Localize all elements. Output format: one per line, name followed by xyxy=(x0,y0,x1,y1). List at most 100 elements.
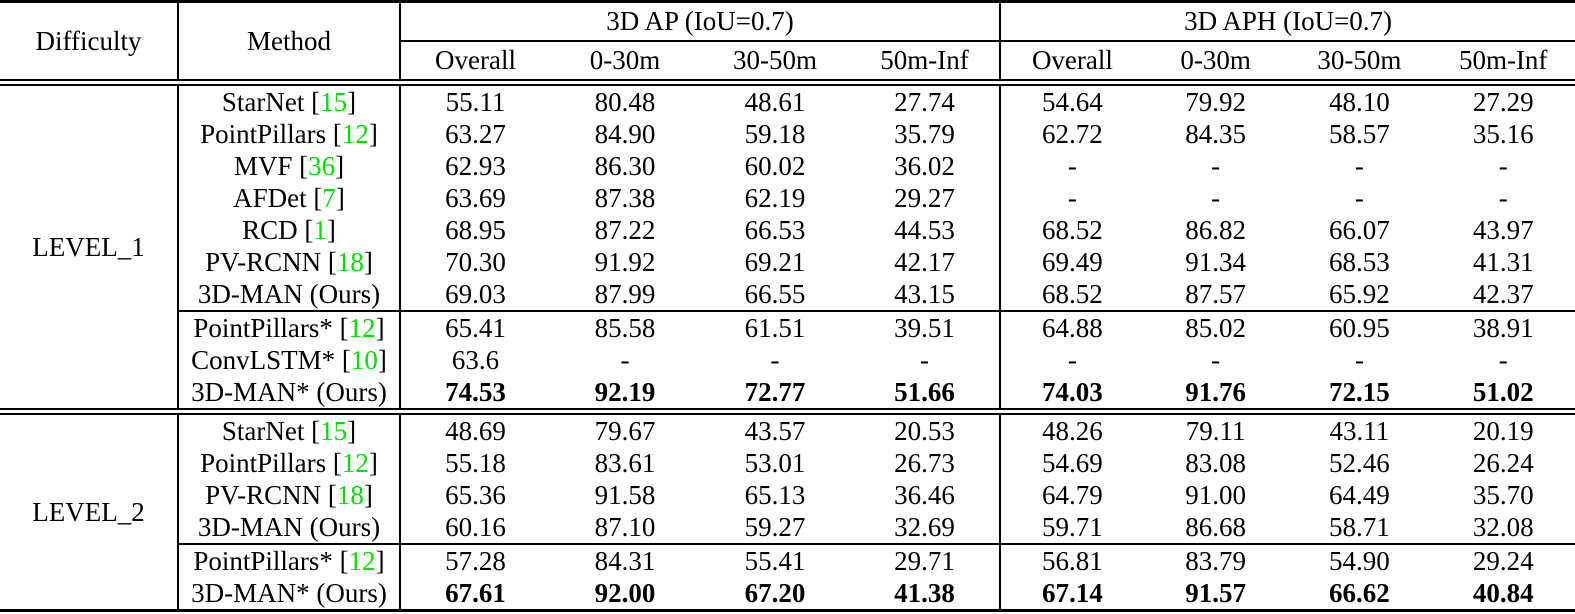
method-name: AFDet xyxy=(233,182,307,213)
method-cell: PointPillars [12] xyxy=(178,447,401,479)
citation-ref: 15 xyxy=(320,415,348,446)
method-cell: 3D-MAN (Ours) xyxy=(178,511,401,544)
table-row: 3D-MAN* (Ours) 74.53 92.19 72.77 51.66 74.03 9… xyxy=(0,376,1575,415)
ap-value-cell: 43.57 xyxy=(744,415,806,446)
method-cell: 3D-MAN* (Ours) xyxy=(178,376,401,415)
aph-value-cell: - xyxy=(1498,344,1508,375)
aph-value-cell: 91.34 xyxy=(1185,246,1247,277)
ap-value-cell: 39.51 xyxy=(850,310,1002,344)
ap-value-cell: - xyxy=(620,344,630,375)
table-row: RCD [1] 68.95 87.22 66.53 44.53 68.52 86.82 66.… xyxy=(0,214,1575,246)
method-cell: StarNet [15] xyxy=(178,411,401,447)
ap-value-cell: 91.58 xyxy=(594,479,656,510)
aph-value-cell: 79.11 xyxy=(1185,415,1246,446)
method-name: 3D-MAN* xyxy=(191,577,310,608)
ap-value-cell: 62.19 xyxy=(744,182,806,213)
ap-value-cell: 63.69 xyxy=(445,182,506,213)
ap-value-cell: 55.11 xyxy=(445,86,506,117)
citation-ref: 12 xyxy=(348,545,376,576)
aph-value-cell: - xyxy=(1354,150,1364,181)
ap-value-cell: 35.79 xyxy=(850,118,1002,150)
ap-value-cell: 92.00 xyxy=(594,577,656,608)
aph-50m-inf-header: 50m-Inf xyxy=(1431,41,1575,86)
ap-value-cell: 51.66 xyxy=(850,376,1002,415)
difficulty-cell: LEVEL_2 xyxy=(0,411,179,611)
aph-value-cell: 68.52 xyxy=(1042,214,1103,245)
ap-value-cell: 65.41 xyxy=(400,310,550,344)
aph-value-cell: 72.15 xyxy=(1287,376,1432,415)
aph-value-cell: 68.52 xyxy=(1042,278,1103,309)
ap-value-cell: 91.92 xyxy=(594,246,656,277)
table-header: Difficulty Method 3D AP (IoU=0.7) 3D APH… xyxy=(0,1,1575,86)
table-row: AFDet [7] 63.69 87.38 62.19 29.27 - - - - xyxy=(0,182,1575,214)
aph-value-cell: 40.84 xyxy=(1472,577,1534,608)
method-name: 3D-MAN xyxy=(197,278,303,309)
aph-value-cell: 58.71 xyxy=(1329,511,1390,542)
aph-0-30m-header: 0-30m xyxy=(1143,41,1288,86)
method-cell: AFDet [7] xyxy=(178,182,401,214)
ap-value-cell: 29.71 xyxy=(850,543,1002,577)
aph-value-cell: 60.95 xyxy=(1287,310,1432,344)
ap-value-cell: 63.27 xyxy=(445,118,506,149)
method-name: 3D-MAN* xyxy=(191,376,310,407)
ap-value-cell: 80.48 xyxy=(594,86,656,117)
ap-value-cell: 60.02 xyxy=(744,150,806,181)
ap-value-cell: 83.61 xyxy=(594,447,656,478)
ap-value-cell: 59.18 xyxy=(744,118,806,149)
method-name: RCD xyxy=(242,214,298,245)
aph-value-cell: 69.49 xyxy=(1042,246,1103,277)
table-row: 3D-MAN* (Ours) 67.61 92.00 67.20 41.38 67.14 9… xyxy=(0,577,1575,611)
table-row: PointPillars [12] 55.18 83.61 53.01 26.73 54.… xyxy=(0,447,1575,479)
ap-0-30m-header: 0-30m xyxy=(550,41,700,86)
aph-value-cell: 20.19 xyxy=(1472,415,1534,446)
citation-ref: 18 xyxy=(336,479,364,510)
method-name: PV-RCNN xyxy=(205,246,322,277)
aph-value-cell: 51.02 xyxy=(1431,376,1575,415)
citation-ref: 15 xyxy=(320,86,348,117)
aph-value-cell: 62.72 xyxy=(1042,118,1103,149)
aph-value-cell: 64.49 xyxy=(1329,479,1390,510)
ap-value-cell: - xyxy=(850,344,1002,376)
table-row: PointPillars* [12] 65.41 85.58 61.51 39.51 64… xyxy=(0,310,1575,344)
citation-ref: 12 xyxy=(341,447,369,478)
ap-value-cell: 92.19 xyxy=(550,376,700,415)
aph-value-cell: 56.81 xyxy=(1000,543,1144,577)
method-column-header: Method xyxy=(178,1,401,86)
aph-value-cell: 66.62 xyxy=(1329,577,1390,608)
aph-value-cell: 85.02 xyxy=(1143,310,1288,344)
ap-value-cell: 36.46 xyxy=(850,479,1002,511)
method-name: PointPillars xyxy=(200,118,327,149)
ap-value-cell: 70.30 xyxy=(445,246,506,277)
table-row: PointPillars* [12] 57.28 84.31 55.41 29.71 56… xyxy=(0,543,1575,577)
citation-ref: 7 xyxy=(322,182,336,213)
aph-value-cell: 35.16 xyxy=(1472,118,1534,149)
method-cell: StarNet [15] xyxy=(178,82,401,118)
aph-value-cell: 91.00 xyxy=(1185,479,1247,510)
ap-value-cell: 72.77 xyxy=(700,376,850,415)
aph-value-cell: 91.76 xyxy=(1143,376,1288,415)
table-row: PV-RCNN [18] 65.36 91.58 65.13 36.46 64.79 91.… xyxy=(0,479,1575,511)
ap-value-cell: 86.30 xyxy=(594,150,656,181)
ap-value-cell: 36.02 xyxy=(850,150,1002,182)
table-body: LEVEL_1 StarNet [15] 55.11 80.48 48.61 27.74 5… xyxy=(0,82,1575,611)
aph-value-cell: 86.68 xyxy=(1185,511,1247,542)
ap-value-cell: 57.28 xyxy=(400,543,550,577)
ap-value-cell: 60.16 xyxy=(445,511,506,542)
citation-ref: 1 xyxy=(313,214,327,245)
aph-value-cell: 52.46 xyxy=(1329,447,1390,478)
ap-value-cell: 65.36 xyxy=(445,479,506,510)
method-name: ConvLSTM* xyxy=(191,344,336,375)
aph-value-cell: 83.79 xyxy=(1143,543,1288,577)
header-group-row: Difficulty Method 3D AP (IoU=0.7) 3D APH… xyxy=(0,1,1575,86)
aph-value-cell: 86.82 xyxy=(1185,214,1247,245)
aph-value-cell: 42.37 xyxy=(1472,278,1534,309)
aph-value-cell: 91.57 xyxy=(1185,577,1247,608)
ap-value-cell: 85.58 xyxy=(550,310,700,344)
ap-value-cell: 84.31 xyxy=(550,543,700,577)
method-name: PointPillars xyxy=(200,447,327,478)
aph-value-cell: 29.24 xyxy=(1431,543,1575,577)
aph-value-cell: - xyxy=(1067,344,1077,375)
ap-value-cell: 32.69 xyxy=(850,511,1002,544)
aph-value-cell: - xyxy=(1211,150,1221,181)
